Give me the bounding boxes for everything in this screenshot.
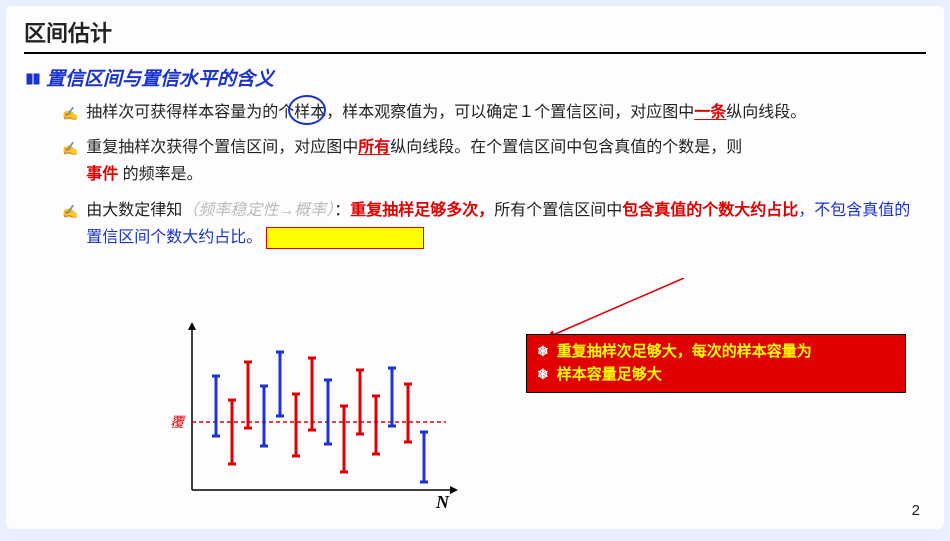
keyword-event: 事件 [86, 166, 118, 183]
circled-word: 样本 [294, 99, 326, 126]
keyword-all: 所有 [358, 139, 390, 156]
hand-icon: ✍ [62, 103, 78, 125]
subtitle-row: 置信区间与置信水平的含义 [26, 64, 926, 91]
book-icon [26, 72, 40, 84]
svg-text:N: N [435, 492, 450, 512]
svg-text:覆: 覆 [170, 414, 186, 430]
keyword-one-line: 一条 [694, 104, 726, 121]
bullet-1: ✍ 抽样次可获得样本容量为的个样本，样本观察值为，可以确定１个置信区间，对应图中… [62, 99, 926, 126]
subtitle: 置信区间与置信水平的含义 [46, 64, 274, 91]
bullet-list: ✍ 抽样次可获得样本容量为的个样本，样本观察值为，可以确定１个置信区间，对应图中… [24, 99, 926, 251]
page-number: 2 [912, 502, 920, 519]
bullet-3-text: 由大数定律知（频率稳定性→概率）：重复抽样足够多次，所有个置信区间中包含真值的个… [86, 197, 926, 251]
snowflake-icon: ❄ [537, 364, 549, 387]
snowflake-icon: ❄ [537, 341, 549, 364]
slide: 区间估计 置信区间与置信水平的含义 ✍ 抽样次可获得样本容量为的个样本，样本观察… [6, 6, 944, 529]
yellow-highlight-box [266, 227, 424, 249]
confidence-interval-chart: 覆N [166, 314, 466, 514]
hand-icon: ✍ [62, 138, 78, 160]
hand-icon: ✍ [62, 201, 78, 223]
title-bar: 区间估计 [24, 16, 926, 54]
callout-row-1: ❄重复抽样次足够大，每次的样本容量为 [537, 341, 895, 364]
gray-note: （频率稳定性→概率） [182, 202, 334, 219]
callout-row-2: ❄样本容量足够大 [537, 364, 895, 387]
bullet-3: ✍ 由大数定律知（频率稳定性→概率）：重复抽样足够多次，所有个置信区间中包含真值… [62, 197, 926, 251]
bullet-1-text: 抽样次可获得样本容量为的个样本，样本观察值为，可以确定１个置信区间，对应图中一条… [86, 99, 806, 126]
arrow-line-seg [546, 278, 684, 338]
bullet-2: ✍ 重复抽样次获得个置信区间，对应图中所有纵向线段。在个置信区间中包含真值的个数… [62, 134, 926, 188]
page-title: 区间估计 [24, 21, 112, 46]
red-callout-box: ❄重复抽样次足够大，每次的样本容量为 ❄样本容量足够大 [526, 334, 906, 393]
bullet-2-text: 重复抽样次获得个置信区间，对应图中所有纵向线段。在个置信区间中包含真值的个数是，… [86, 134, 742, 188]
